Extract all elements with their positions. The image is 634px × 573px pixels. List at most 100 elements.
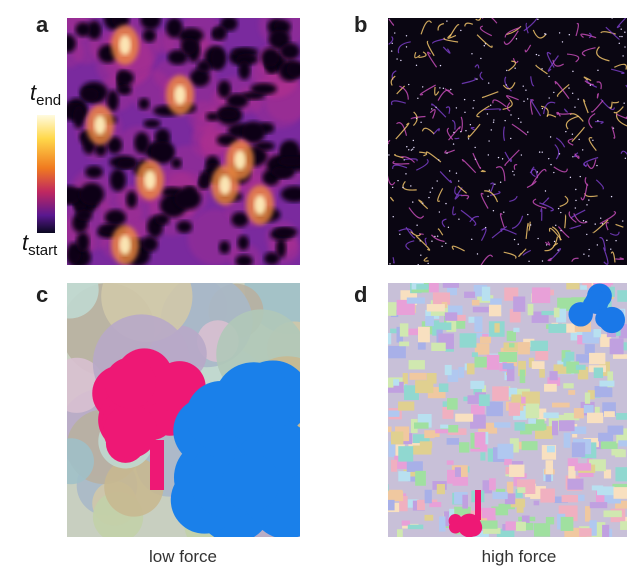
- texture: [550, 163, 552, 166]
- texture: [435, 429, 449, 434]
- texture: [576, 354, 590, 363]
- texture: [572, 494, 585, 502]
- texture: [104, 457, 164, 517]
- texture: [392, 257, 395, 264]
- texture: [440, 424, 449, 429]
- texture: [521, 441, 538, 451]
- texture: [615, 500, 627, 509]
- texture: [491, 506, 509, 516]
- texture: [199, 171, 210, 187]
- texture: [577, 98, 579, 100]
- texture: [441, 218, 447, 228]
- texture: [624, 157, 627, 159]
- texture: [470, 414, 486, 429]
- texture: [196, 60, 212, 73]
- texture: [603, 510, 622, 518]
- texture: [422, 202, 424, 204]
- texture: [464, 291, 476, 298]
- texture: [571, 442, 586, 458]
- texture: [442, 406, 454, 419]
- texture: [525, 222, 529, 239]
- texture: [530, 166, 536, 178]
- texture: [85, 165, 104, 179]
- texture: [461, 158, 477, 174]
- texture: [406, 146, 408, 148]
- texture: [398, 471, 411, 482]
- texture: [520, 154, 523, 156]
- texture: [533, 523, 551, 537]
- texture: [106, 89, 119, 112]
- texture: [510, 498, 526, 508]
- texture: [489, 478, 496, 491]
- texture: [405, 240, 415, 251]
- texture: [458, 218, 460, 220]
- texture: [509, 195, 518, 203]
- texture: [568, 211, 577, 223]
- texture: [553, 240, 556, 243]
- texture: [504, 453, 512, 466]
- texture: [473, 99, 475, 102]
- texture: [416, 158, 429, 171]
- texture: [609, 101, 613, 109]
- texture: [518, 248, 527, 258]
- texture: [589, 502, 608, 509]
- texture: [506, 481, 514, 495]
- texture: [517, 243, 519, 245]
- texture: [437, 228, 444, 236]
- texture: [543, 412, 559, 419]
- texture: [579, 528, 592, 537]
- texture: [589, 84, 592, 86]
- texture: [390, 431, 404, 445]
- texture: [606, 239, 608, 241]
- texture: [558, 420, 575, 432]
- texture: [559, 195, 569, 208]
- texture: [484, 190, 499, 203]
- texture: [491, 226, 508, 239]
- texture: [480, 254, 494, 265]
- texture: [542, 197, 550, 205]
- texture: [597, 120, 599, 122]
- texture: [494, 183, 496, 185]
- texture: [555, 224, 557, 226]
- texture: [241, 121, 266, 144]
- texture: [569, 113, 584, 122]
- texture: [464, 22, 474, 27]
- texture: [250, 83, 277, 95]
- texture: [567, 138, 574, 146]
- texture: [279, 42, 300, 60]
- texture: [577, 335, 586, 345]
- texture: [391, 186, 394, 189]
- texture: [585, 506, 591, 522]
- texture: [616, 18, 627, 29]
- texture: [557, 207, 560, 210]
- texture: [421, 283, 439, 293]
- texture: [492, 386, 509, 401]
- texture: [399, 85, 409, 100]
- texture: [540, 488, 555, 503]
- texture: [568, 34, 571, 36]
- texture: [548, 227, 562, 241]
- texture: [504, 151, 512, 163]
- texture: [447, 33, 457, 39]
- texture: [150, 140, 175, 164]
- texture: [566, 53, 580, 63]
- texture: [447, 226, 450, 229]
- texture: [508, 402, 521, 416]
- texture: [401, 156, 415, 163]
- texture: [509, 343, 515, 348]
- texture: [410, 115, 426, 120]
- texture: [560, 516, 574, 531]
- texture: [615, 240, 617, 242]
- texture: [554, 80, 570, 100]
- texture: [522, 249, 532, 256]
- texture: [498, 503, 515, 510]
- texture: [566, 283, 580, 290]
- texture: [412, 445, 432, 455]
- texture: [439, 87, 441, 89]
- texture: [407, 476, 422, 482]
- texture: [535, 348, 549, 361]
- texture: [473, 284, 488, 297]
- panel-label: c: [36, 282, 48, 307]
- texture: [254, 195, 266, 215]
- texture: [551, 402, 570, 408]
